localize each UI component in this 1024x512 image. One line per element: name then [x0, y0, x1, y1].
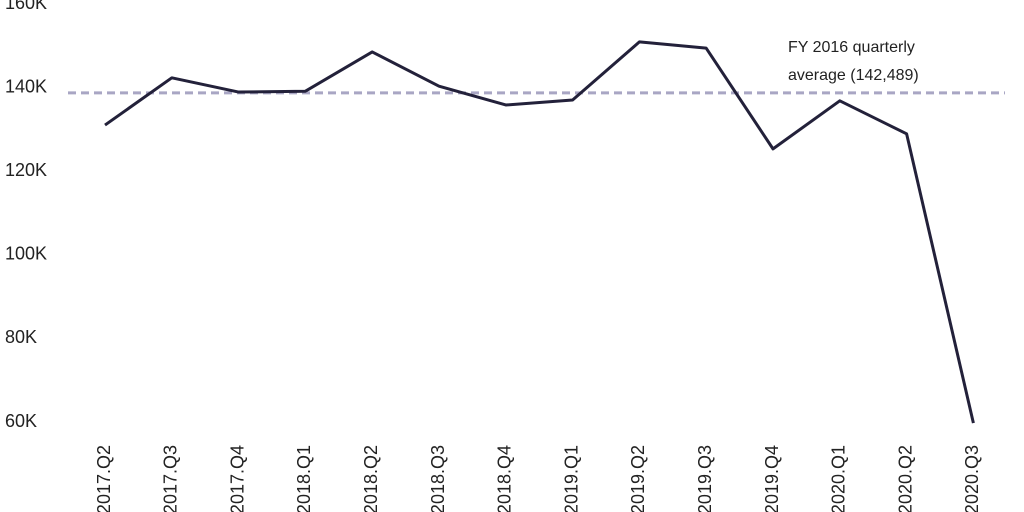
x-tick-label: 2018.Q2: [361, 445, 381, 512]
y-tick-label: 120K: [5, 160, 47, 180]
y-tick-label: 160K: [5, 0, 47, 13]
y-tick-label: 60K: [5, 411, 37, 431]
data-line: [104, 40, 975, 424]
x-tick-label: 2020.Q3: [962, 445, 982, 512]
x-tick-label: 2019.Q1: [561, 445, 581, 512]
x-tick-label: 2020.Q1: [829, 445, 849, 512]
x-tick-label: 2018.Q1: [294, 445, 314, 512]
annotation: FY 2016 quarterly: [788, 39, 915, 56]
x-tick-label: 2019.Q4: [762, 445, 782, 512]
x-tick-label: 2017.Q3: [161, 445, 181, 512]
y-tick-label: 140K: [5, 76, 47, 96]
x-tick-label: 2018.Q4: [495, 445, 515, 512]
y-tick-label: 100K: [5, 244, 47, 264]
x-tick-label: 2018.Q3: [428, 445, 448, 512]
x-tick-label: 2020.Q2: [895, 445, 915, 512]
x-tick-label: 2017.Q4: [227, 445, 247, 512]
annotation: average (142,489): [788, 67, 919, 84]
x-tick-label: 2019.Q3: [695, 445, 715, 512]
x-tick-label: 2019.Q2: [628, 445, 648, 512]
y-tick-label: 80K: [5, 327, 37, 347]
x-tick-label: 2017.Q2: [94, 445, 114, 512]
